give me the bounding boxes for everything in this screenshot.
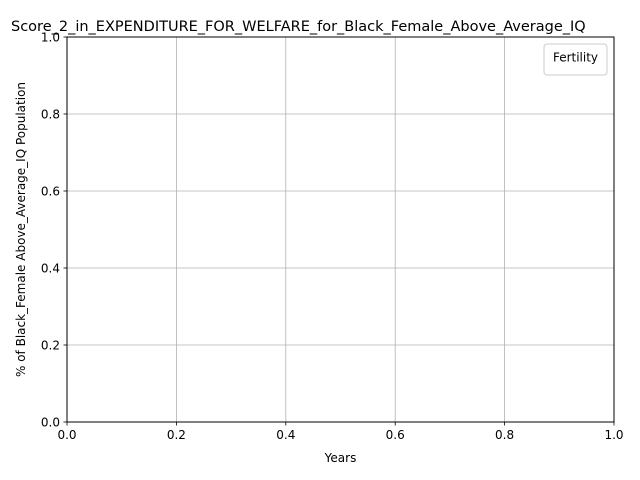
y-tick-label: 0.8 <box>41 108 60 122</box>
legend-title: Fertility <box>553 51 598 65</box>
y-axis-label: % of Black_Female Above_Average_IQ Popul… <box>14 82 28 377</box>
x-tick-label: 0.4 <box>276 428 295 442</box>
chart-title: Score_2_in_EXPENDITURE_FOR_WELFARE_for_B… <box>11 19 586 35</box>
y-axis: 0.0 0.2 0.4 0.6 0.8 1.0 <box>41 31 67 430</box>
y-tick-label: 0.0 <box>41 416 60 430</box>
y-tick-label: 1.0 <box>41 31 60 45</box>
x-tick-label: 0.6 <box>386 428 405 442</box>
x-tick-label: 0.8 <box>495 428 514 442</box>
y-tick-label: 0.6 <box>41 185 60 199</box>
legend: Fertility <box>543 43 608 76</box>
x-tick-label: 0.2 <box>167 428 186 442</box>
grid <box>66 36 615 423</box>
plot-background <box>67 37 614 422</box>
legend-box <box>543 43 608 76</box>
x-axis-label: Years <box>324 451 357 465</box>
x-axis: 0.0 0.2 0.4 0.6 0.8 1.0 <box>57 422 624 442</box>
plot-area: 0.0 0.2 0.4 0.6 0.8 1.0 0.0 0.2 0.4 0.6 0.8 1.0 <box>41 31 624 443</box>
y-tick-label: 0.4 <box>41 262 60 276</box>
x-tick-label: 0.0 <box>57 428 76 442</box>
x-tick-label: 1.0 <box>604 428 623 442</box>
axes-frame <box>66 36 615 423</box>
y-tick-label: 0.2 <box>41 339 60 353</box>
